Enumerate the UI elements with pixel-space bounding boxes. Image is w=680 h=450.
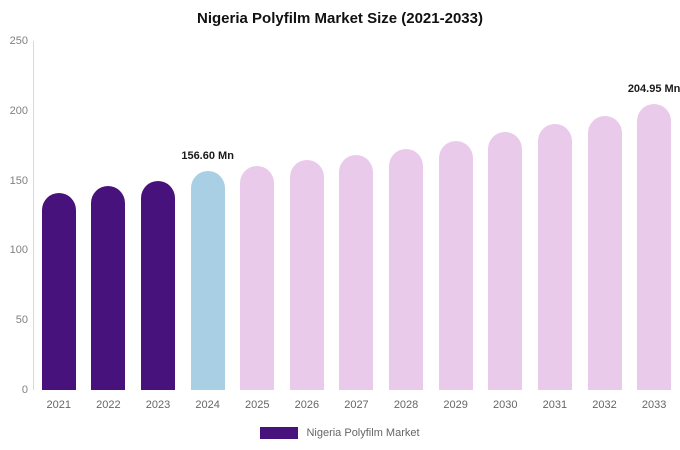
bar-column: 2021: [34, 41, 83, 411]
bar: [488, 131, 523, 390]
plot-area: 2021 2022 2023 2024 156.60 Mn 2025 2026 2027 202…: [33, 41, 680, 411]
chart-title: Nigeria Polyfilm Market Size (2021-2033): [197, 10, 483, 27]
x-tick-label: 2023: [145, 399, 171, 411]
bar-column: 2022: [84, 41, 133, 411]
bar: [190, 171, 225, 390]
bar-annotation: 156.60 Mn: [181, 150, 234, 163]
x-tick-label: 2030: [493, 399, 518, 411]
y-tick-label: 0: [21, 384, 28, 396]
bar-column: 2023: [134, 41, 183, 411]
bar-column: 2027: [332, 41, 381, 411]
x-tick-label: 2022: [96, 399, 121, 411]
bar: [389, 148, 424, 390]
bar-column: 2025: [233, 41, 282, 411]
bar: [240, 165, 275, 390]
y-tick-label: 50: [15, 314, 28, 327]
x-tick-label: 2031: [542, 399, 568, 411]
x-tick-label: 2033: [641, 399, 667, 411]
bar: [141, 180, 176, 390]
bar: [91, 186, 126, 390]
x-tick-label: 2025: [244, 399, 270, 411]
x-tick-label: 2029: [443, 399, 468, 411]
bar-column: 2030: [481, 41, 530, 411]
x-tick-label: 2021: [46, 399, 72, 411]
bar-annotation: 204.95 Mn: [627, 82, 680, 95]
bar-column: 2031: [530, 41, 579, 411]
y-tick-label: 100: [9, 244, 28, 257]
y-tick-label: 200: [9, 104, 28, 117]
x-tick-label: 2027: [344, 399, 369, 411]
legend-label: Nigeria Polyfilm Market: [306, 427, 420, 439]
y-axis: 0 50 100 150 200 250: [0, 35, 30, 396]
bar-column: 2026: [282, 41, 331, 411]
bar: [339, 154, 374, 390]
bar-column: 2028: [382, 41, 431, 411]
x-tick-label: 2026: [294, 399, 320, 411]
bar: [537, 124, 572, 390]
bar-column: 2033 204.95 Mn: [627, 41, 680, 411]
bar: [587, 115, 622, 390]
bar-column: 2032: [580, 41, 629, 411]
bar: [289, 160, 324, 390]
bar: [637, 103, 672, 390]
y-tick-label: 150: [9, 174, 28, 187]
bar-column: 2024 156.60 Mn: [181, 41, 234, 411]
x-tick-label: 2028: [393, 399, 419, 411]
bar: [41, 193, 76, 390]
legend-swatch: [260, 427, 299, 439]
bar: [438, 140, 473, 390]
x-tick-label: 2032: [592, 399, 617, 411]
legend: Nigeria Polyfilm Market: [0, 427, 680, 439]
x-tick-label: 2024: [195, 399, 220, 411]
y-tick-label: 250: [9, 35, 28, 47]
bar-column: 2029: [431, 41, 480, 411]
